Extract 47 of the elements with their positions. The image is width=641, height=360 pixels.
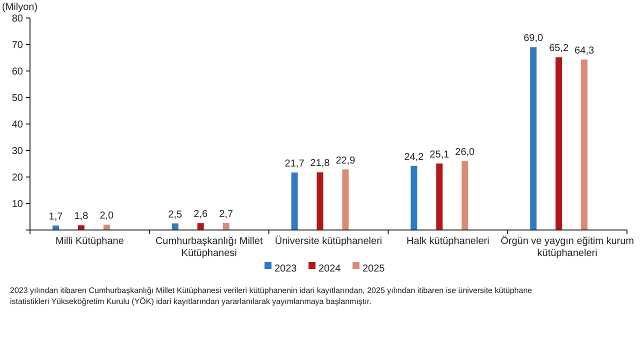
y-tick-label: 50 — [12, 93, 24, 104]
data-label: 21,8 — [310, 158, 330, 170]
legend-label: 2023 — [274, 264, 298, 274]
data-label: 2,5 — [168, 209, 183, 220]
y-tick-label: 70 — [12, 40, 24, 51]
data-label: 1,7 — [48, 211, 64, 222]
x-tick-label: Halk kütüphaneleri — [406, 236, 490, 247]
data-label: 21,7 — [284, 158, 305, 170]
data-label: 65,2 — [549, 43, 569, 54]
bar — [462, 161, 468, 230]
y-axis-title: (Milyon) — [2, 2, 38, 13]
bar — [410, 166, 418, 230]
x-tick-label: Cumhurbaşkanlığı Millet Kütüphanesi — [155, 236, 263, 259]
bar — [222, 222, 230, 230]
bar — [436, 163, 443, 230]
data-label: 26,0 — [455, 147, 476, 158]
text: 2023 yılından itibaren Cumhurbaşkanlığı Millet Kütüphanesi verileri kütüphanenin idari kayıtlarından, 2025 yılından itibaren ise üniversite kütüphane istatistikleri Yükseköğretim Kurulu (YÖK) idari kayıtlarından yararlanılarak yayımlanmaya başlanmıştır. — [10, 286, 533, 306]
data-label: 22,9 — [336, 155, 356, 166]
data-label: 24,2 — [404, 152, 424, 163]
bar — [530, 47, 537, 230]
x-tick-label: Üniversite kütüphaneleri — [274, 235, 382, 247]
bar — [197, 223, 204, 230]
x-tick-label: Örgün ve yaygın eğitim kurum kütüphaneleri — [500, 235, 634, 259]
y-tick-label: 60 — [12, 66, 24, 78]
data-label: 64,3 — [574, 46, 594, 57]
legend-label: 2025 — [362, 264, 386, 274]
bar — [103, 224, 110, 230]
bar — [316, 172, 324, 230]
bar — [581, 60, 588, 230]
data-label: 2,0 — [100, 210, 114, 222]
legend-label: 2024 — [318, 264, 342, 274]
data-label: 2,6 — [194, 209, 208, 220]
bar — [342, 169, 349, 230]
bar — [556, 57, 562, 230]
y-tick-label: 40 — [12, 120, 24, 130]
y-tick-label: 30 — [12, 146, 24, 157]
x-tick-label: Milli Kütüphane — [56, 236, 124, 247]
bar — [291, 172, 298, 230]
data-label: 2,7 — [219, 208, 234, 220]
data-label: 1,8 — [74, 211, 89, 222]
y-tick-label: 20 — [12, 172, 24, 184]
y-tick-label: 80 — [12, 14, 24, 24]
bar — [78, 225, 84, 230]
data-label: 25,1 — [430, 149, 450, 160]
data-label: 69,0 — [524, 33, 544, 44]
bar — [172, 223, 178, 230]
y-tick-label: 10 — [12, 199, 24, 210]
